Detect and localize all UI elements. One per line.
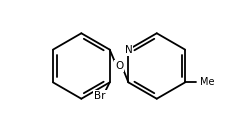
Text: N: N xyxy=(124,45,132,55)
Text: O: O xyxy=(115,61,123,71)
Text: Me: Me xyxy=(200,77,214,87)
Text: Br: Br xyxy=(94,91,106,101)
